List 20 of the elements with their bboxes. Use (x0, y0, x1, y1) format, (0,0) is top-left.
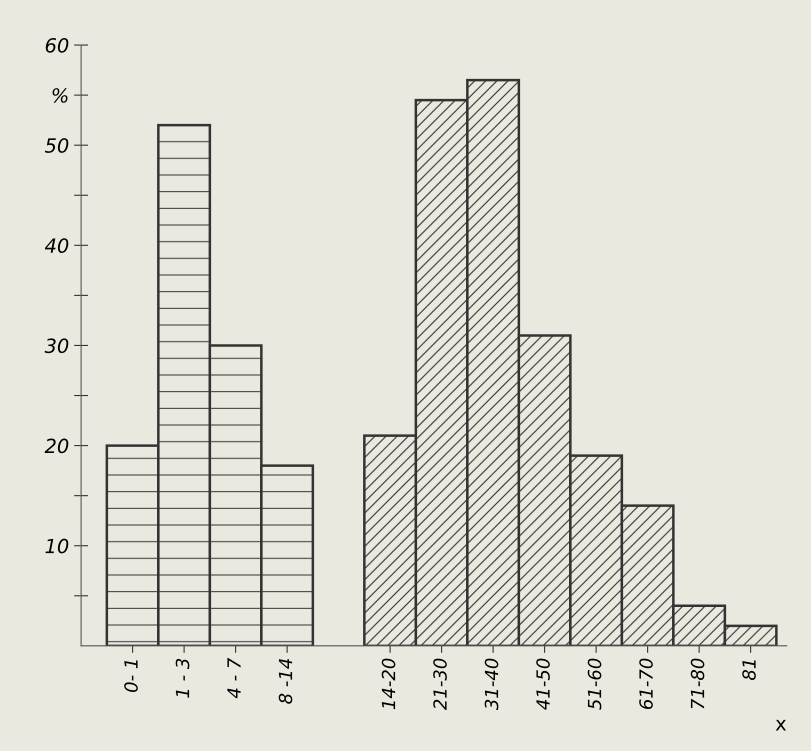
x-tick-label: 4 - 7 (227, 658, 241, 698)
x-tick-label: 8 -14 (278, 658, 292, 704)
x-tick-label: 31-40 (484, 658, 498, 710)
x-tick-label: 41-50 (536, 658, 550, 710)
x-tick-label: 61-70 (639, 658, 653, 709)
y-tick-label: 40 (44, 238, 68, 253)
x-tick-label: 81 (742, 660, 756, 680)
x-tick-label: 0- 1 (124, 660, 138, 692)
x-tick-label: 1 - 3 (176, 658, 190, 698)
x-tick-label: 71-80 (690, 658, 704, 708)
x-tick-label: 14-20 (382, 658, 396, 710)
y-tick-label: % (52, 88, 68, 103)
x-axis-title: x (776, 720, 786, 730)
y-tick-label: 20 (44, 438, 68, 454)
y-tick-label: 10 (46, 538, 68, 554)
y-tick-label: 30 (44, 338, 68, 354)
x-tick-label: 21-30 (433, 658, 447, 710)
y-tick-label: 50 (44, 138, 68, 153)
y-tick-label: 60 (46, 38, 68, 53)
x-tick-label: 51-60 (588, 658, 602, 710)
